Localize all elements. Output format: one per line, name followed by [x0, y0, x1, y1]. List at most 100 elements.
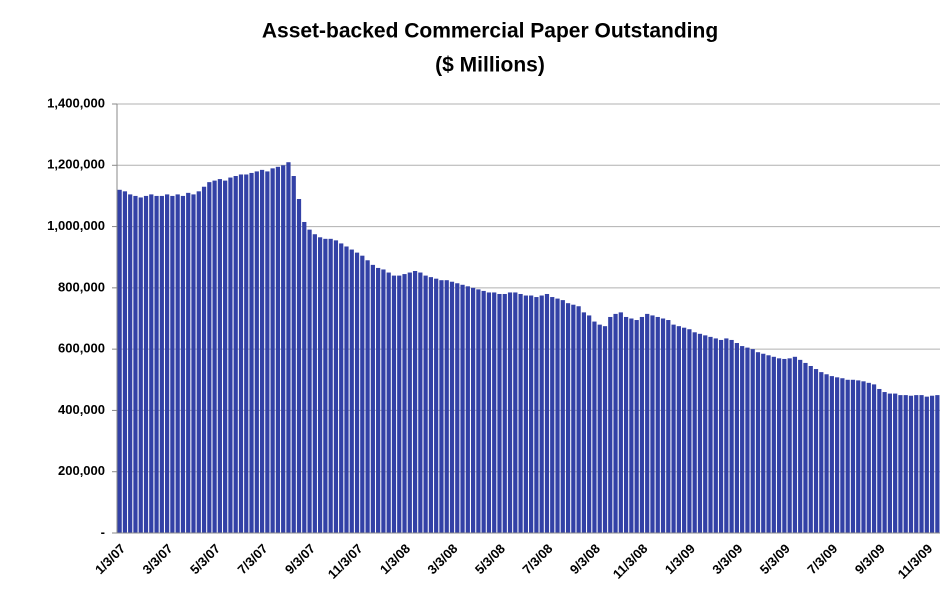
bar [354, 252, 360, 533]
bar [682, 327, 687, 533]
bar [529, 295, 534, 533]
bar [771, 356, 776, 533]
bar [718, 339, 724, 533]
bar [175, 194, 180, 533]
bar [143, 195, 149, 533]
bar [507, 292, 513, 533]
bar [924, 396, 929, 533]
x-tick-label: 9/3/09 [852, 541, 888, 577]
bar [724, 338, 729, 533]
bar [893, 393, 898, 533]
bar [803, 362, 808, 533]
bar [412, 271, 418, 533]
bar [871, 384, 877, 533]
bar [270, 168, 275, 533]
bar [629, 318, 634, 533]
bar [492, 292, 497, 533]
bar [587, 315, 592, 533]
bar [186, 192, 191, 533]
x-tick-label: 9/3/08 [567, 541, 603, 577]
bar [560, 300, 565, 533]
bar [497, 293, 502, 533]
bar [903, 395, 908, 533]
bar [645, 313, 650, 533]
bar [824, 374, 829, 533]
bar [470, 287, 476, 533]
bar [713, 338, 718, 533]
bar [233, 176, 238, 533]
bar [850, 379, 856, 533]
x-tick-label: 5/3/09 [757, 541, 793, 577]
bar [465, 286, 470, 533]
bar [639, 316, 645, 533]
bar [882, 392, 887, 533]
bar [360, 255, 365, 534]
x-tick-label: 3/3/07 [139, 541, 175, 577]
x-tick-label: 1/3/08 [377, 541, 413, 577]
bar [671, 324, 676, 533]
bar [333, 240, 339, 533]
y-tick-label: 800,000 [58, 279, 105, 294]
bar [813, 369, 819, 533]
bar [434, 278, 439, 533]
bar [650, 315, 655, 533]
bar [798, 359, 803, 533]
bar [919, 395, 924, 533]
bar [486, 292, 492, 533]
y-tick-label: 1,400,000 [47, 95, 105, 110]
bar [238, 174, 244, 533]
y-tick-label: 1,000,000 [47, 218, 105, 233]
bar [618, 312, 623, 533]
bar [265, 171, 270, 533]
x-tick-label: 11/3/09 [895, 541, 936, 582]
bar [302, 221, 307, 533]
bar [929, 395, 935, 533]
bar [856, 380, 861, 533]
bar [687, 329, 692, 533]
bar [887, 393, 892, 533]
bar [745, 347, 750, 533]
bar [223, 180, 228, 533]
bar [117, 189, 122, 534]
bar [318, 237, 323, 533]
x-tick-label: 7/3/07 [234, 541, 270, 577]
bar [323, 238, 328, 534]
bar [154, 195, 159, 533]
bar [581, 312, 587, 533]
bar [428, 277, 434, 533]
y-tick-label: 400,000 [58, 402, 105, 417]
x-tick-label: 5/3/08 [472, 541, 508, 577]
bar [513, 292, 518, 533]
bar [766, 355, 771, 533]
bar [608, 316, 613, 533]
bar [729, 339, 734, 533]
bar [908, 395, 914, 533]
x-tick-label: 11/3/08 [610, 541, 651, 582]
bar [381, 269, 386, 533]
x-tick-label: 9/3/07 [282, 541, 318, 577]
bar [244, 174, 249, 533]
bar [328, 238, 333, 534]
bar [602, 326, 608, 533]
x-tick-label: 5/3/07 [187, 541, 223, 577]
bar [660, 318, 666, 533]
bar [840, 378, 845, 533]
bar [286, 162, 291, 533]
bar [122, 191, 128, 533]
bar [170, 195, 175, 533]
bar [576, 306, 581, 533]
bar [180, 195, 186, 533]
bar [217, 179, 222, 533]
bar [845, 379, 850, 533]
x-tick-label: 7/3/09 [804, 541, 840, 577]
bar [165, 194, 170, 533]
bar [138, 197, 143, 534]
bar [935, 395, 940, 533]
bar [476, 289, 481, 533]
bar [697, 333, 703, 533]
bar [565, 303, 571, 533]
bar [455, 283, 460, 533]
bar [191, 194, 196, 533]
y-tick-label: 1,200,000 [47, 157, 105, 172]
